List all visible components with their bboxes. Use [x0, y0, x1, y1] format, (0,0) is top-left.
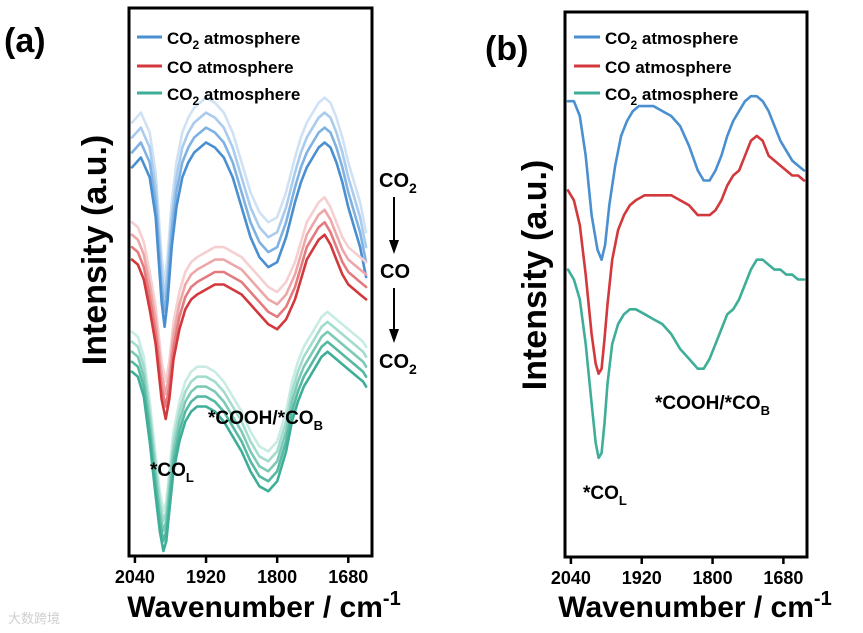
- panel-a-series-line-1: [130, 96, 368, 284]
- sequence-arrow-1-head: [389, 240, 399, 254]
- panel-b-legend-co2-sub: 2: [631, 38, 638, 52]
- sequence-label-co2-end: CO2: [379, 351, 417, 377]
- sequence-co-main: CO: [380, 261, 410, 283]
- panel-a-annotation-cooh: *COOH/*COB: [208, 408, 323, 433]
- panel-a-series-line-5: [130, 196, 368, 383]
- panel-b-series-group: [566, 94, 806, 460]
- panel-a-series-line-2: [130, 111, 368, 299]
- panel-a-x-axis-label: Wavenumber / cm-1: [127, 588, 400, 624]
- panel-a-label: (a): [4, 22, 46, 60]
- panel-b-legend-co2-second-sub: 2: [631, 94, 638, 108]
- panel-a-x-tick-label-1: 2040: [115, 567, 155, 587]
- panel-b-legend-label-co: CO atmosphere: [605, 58, 732, 77]
- panel-b-x-axis-label-main: Wavenumber / cm: [558, 591, 814, 624]
- sequence-label-co: CO: [380, 261, 410, 283]
- panel-a-plot-frame: [127, 6, 374, 558]
- panel-a-series-line-9: [130, 310, 368, 513]
- sequence-label-co2-start: CO2: [379, 170, 417, 196]
- panel-b-annotation-col-sub: L: [619, 493, 627, 508]
- panel-b-legend-co2-tail: atmosphere: [637, 29, 738, 48]
- panel-a-series-line-12: [130, 340, 368, 543]
- panel-a-x-axis-label-main: Wavenumber / cm: [127, 591, 383, 624]
- panel-a-legend-entry-co: CO atmosphere: [137, 58, 294, 77]
- panel-b-x-axis-label-sup: -1: [814, 588, 832, 610]
- panel-b-annotation-cooh: *COOH/*COB: [655, 393, 770, 418]
- panel-a-x-ticks: 2040 1920 1800 1680: [115, 556, 368, 587]
- panel-a-x-tick-label-2: 1920: [186, 567, 226, 587]
- panel-a-x-tick-label-3: 1800: [257, 567, 297, 587]
- panel-b-x-tick-label-4: 1680: [763, 568, 803, 588]
- panel-b-legend-label-co2-second: CO2 atmosphere: [605, 85, 738, 108]
- panel-b-annotation-col: *COL: [583, 483, 627, 508]
- panel-a-legend-co2-second-tail: atmosphere: [199, 85, 300, 104]
- panel-a-x-tick-label-4: 1680: [328, 567, 368, 587]
- panel-a-legend: CO2 atmosphere CO atmosphere CO2 atmosph…: [137, 29, 300, 108]
- panel-b-plot-frame: [563, 10, 809, 559]
- panel-a-annotation-col-sub: L: [186, 470, 194, 485]
- panel-b-x-tick-label-1: 2040: [551, 568, 591, 588]
- panel-a-legend-co2-second-sub: 2: [193, 94, 200, 108]
- panel-a-legend-co-main: CO: [167, 58, 193, 77]
- sequence-co2-end-sub: 2: [409, 361, 417, 377]
- panel-b-series-line-1: [566, 94, 806, 261]
- panel-b-legend-co2-main: CO: [605, 29, 631, 48]
- panel-b-annotation-col-main: *CO: [583, 483, 619, 504]
- sequence-arrow-2-head: [389, 329, 399, 343]
- panel-a-annotation-cooh-main: *COOH/*CO: [208, 408, 314, 429]
- panel-a-annotation-col: *COL: [150, 460, 194, 485]
- panel-b-label: (b): [485, 30, 528, 68]
- panel-a-series-group: [130, 96, 368, 553]
- panel-a-x-axis-label-sup: -1: [383, 588, 401, 610]
- panel-a-series-line-6: [130, 208, 368, 396]
- panel-a-annotation-col-main: *CO: [150, 460, 186, 481]
- panel-a-annotation-cooh-sub: B: [314, 418, 323, 433]
- panel-a-series-line-3: [130, 126, 368, 314]
- panel-a-series-line-4: [130, 141, 368, 329]
- panel-a-legend-co-tail: atmosphere: [193, 58, 294, 77]
- panel-b-annotation-cooh-sub: B: [761, 403, 770, 418]
- sequence-co2-start-sub: 2: [409, 180, 417, 196]
- panel-b-legend: CO2 atmosphere CO atmosphere CO2 atmosph…: [574, 29, 738, 108]
- watermark-text: 大数跨境: [8, 612, 61, 627]
- panel-b-x-tick-label-3: 1800: [693, 568, 733, 588]
- panel-a-y-axis-label: Intensity (a.u.): [76, 135, 114, 365]
- panel-b-series-line-2: [566, 134, 806, 375]
- panel-a-legend-label-co: CO atmosphere: [167, 58, 294, 77]
- panel-a-legend-co2-second-main: CO: [167, 85, 193, 104]
- panel-b-x-axis-label: Wavenumber / cm-1: [558, 588, 831, 624]
- panel-b-legend-entry-co2-second: CO2 atmosphere: [574, 85, 738, 108]
- sequence-co2-end-main: CO: [379, 351, 409, 373]
- panel-b-series-line-3: [566, 258, 806, 460]
- panel-a-series-line-7: [130, 220, 368, 408]
- panel-a-series-line-10: [130, 320, 368, 523]
- panel-a-legend-co2-sub: 2: [193, 38, 200, 52]
- panel-a-legend-label-co2: CO2 atmosphere: [167, 29, 300, 52]
- panel-b-legend-co2-second-main: CO: [605, 85, 631, 104]
- panel-b-legend-co-main: CO: [605, 58, 631, 77]
- sequence-co2-start-main: CO: [379, 170, 409, 192]
- panel-a-legend-co2-tail: atmosphere: [199, 29, 300, 48]
- panel-a-series-line-8: [130, 233, 368, 421]
- panel-a: (a) Intensity (a.u.) 2040 1920 1800 1680 Wa…: [4, 6, 417, 624]
- panel-b-legend-label-co2: CO2 atmosphere: [605, 29, 738, 52]
- panel-a-legend-label-co2-second: CO2 atmosphere: [167, 85, 300, 108]
- panel-a-series-line-13: [130, 350, 368, 553]
- panel-b-legend-entry-co: CO atmosphere: [574, 58, 732, 77]
- panel-b: (b) Intensity (a.u.) 2040 1920 1800 1680 Wa…: [485, 10, 832, 624]
- panel-b-legend-co-tail: atmosphere: [631, 58, 732, 77]
- gas-sequence: CO2 CO CO2: [379, 170, 417, 377]
- panel-b-legend-entry-co2: CO2 atmosphere: [574, 29, 738, 52]
- panel-b-x-tick-label-2: 1920: [622, 568, 662, 588]
- panel-a-legend-co2-main: CO: [167, 29, 193, 48]
- panel-a-legend-entry-co2-second: CO2 atmosphere: [137, 85, 300, 108]
- panel-a-legend-entry-co2: CO2 atmosphere: [137, 29, 300, 52]
- panel-b-annotation-cooh-main: *COOH/*CO: [655, 393, 761, 414]
- panel-a-series-line-11: [130, 330, 368, 533]
- panel-b-legend-co2-second-tail: atmosphere: [637, 85, 738, 104]
- panel-b-y-axis-label: Intensity (a.u.): [516, 160, 554, 390]
- panel-b-x-ticks: 2040 1920 1800 1680: [551, 557, 803, 588]
